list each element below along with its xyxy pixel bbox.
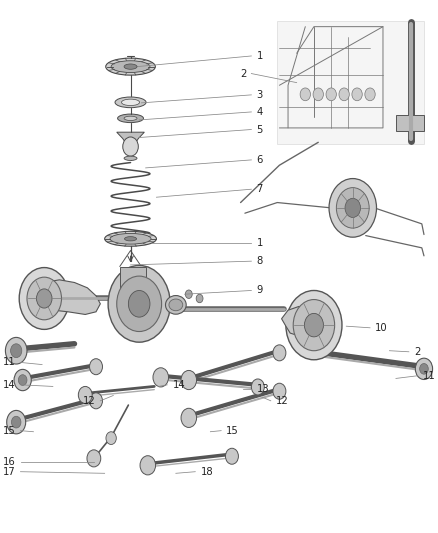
Text: 6: 6 bbox=[257, 155, 263, 165]
Text: 11: 11 bbox=[3, 358, 15, 367]
Polygon shape bbox=[282, 306, 314, 338]
Circle shape bbox=[140, 456, 155, 475]
Text: 3: 3 bbox=[257, 90, 263, 100]
Text: 1: 1 bbox=[257, 238, 263, 247]
Text: 7: 7 bbox=[257, 184, 263, 194]
Polygon shape bbox=[44, 280, 100, 314]
Ellipse shape bbox=[115, 97, 146, 108]
Text: 1: 1 bbox=[257, 51, 263, 61]
Circle shape bbox=[293, 300, 335, 351]
Circle shape bbox=[352, 88, 362, 101]
Circle shape bbox=[108, 265, 170, 342]
Circle shape bbox=[336, 188, 369, 228]
Circle shape bbox=[117, 276, 162, 332]
Circle shape bbox=[345, 198, 360, 217]
Circle shape bbox=[19, 268, 69, 329]
Text: 16: 16 bbox=[3, 457, 15, 467]
Circle shape bbox=[36, 289, 52, 308]
Polygon shape bbox=[396, 115, 424, 131]
Text: 15: 15 bbox=[226, 426, 239, 435]
Circle shape bbox=[27, 277, 61, 320]
Circle shape bbox=[196, 294, 203, 303]
Circle shape bbox=[11, 344, 22, 358]
Circle shape bbox=[106, 432, 117, 445]
Circle shape bbox=[11, 416, 21, 428]
Circle shape bbox=[87, 450, 101, 467]
Ellipse shape bbox=[166, 295, 186, 314]
Text: 8: 8 bbox=[257, 256, 263, 266]
Text: 17: 17 bbox=[3, 467, 15, 477]
Circle shape bbox=[185, 290, 192, 298]
Circle shape bbox=[326, 88, 336, 101]
Circle shape bbox=[420, 364, 428, 374]
Circle shape bbox=[123, 137, 138, 156]
Ellipse shape bbox=[124, 64, 137, 69]
Circle shape bbox=[89, 359, 102, 375]
Polygon shape bbox=[117, 132, 145, 144]
Text: 18: 18 bbox=[201, 467, 213, 477]
Text: 11: 11 bbox=[423, 371, 435, 381]
Text: 9: 9 bbox=[257, 286, 263, 295]
Ellipse shape bbox=[124, 116, 137, 120]
Ellipse shape bbox=[106, 58, 155, 75]
Text: 10: 10 bbox=[375, 323, 388, 333]
Ellipse shape bbox=[111, 61, 150, 72]
Text: 14: 14 bbox=[173, 380, 185, 390]
Circle shape bbox=[5, 337, 27, 364]
Circle shape bbox=[181, 408, 197, 427]
Circle shape bbox=[226, 448, 238, 464]
Circle shape bbox=[14, 369, 31, 391]
Circle shape bbox=[128, 290, 150, 317]
Ellipse shape bbox=[121, 99, 140, 106]
Circle shape bbox=[273, 345, 286, 361]
Circle shape bbox=[300, 88, 311, 101]
Circle shape bbox=[7, 410, 26, 434]
Circle shape bbox=[286, 290, 342, 360]
Text: 14: 14 bbox=[3, 380, 15, 390]
Circle shape bbox=[313, 88, 323, 101]
Text: 12: 12 bbox=[82, 396, 95, 406]
Circle shape bbox=[18, 375, 27, 385]
Circle shape bbox=[78, 386, 92, 403]
Circle shape bbox=[251, 379, 264, 395]
Circle shape bbox=[153, 368, 169, 387]
Text: 5: 5 bbox=[257, 125, 263, 134]
Text: 12: 12 bbox=[276, 396, 289, 406]
Circle shape bbox=[181, 370, 197, 390]
Circle shape bbox=[415, 358, 433, 379]
Ellipse shape bbox=[117, 114, 144, 123]
Ellipse shape bbox=[110, 233, 151, 244]
Polygon shape bbox=[277, 21, 424, 144]
Text: 2: 2 bbox=[240, 69, 246, 78]
Circle shape bbox=[304, 313, 323, 337]
Ellipse shape bbox=[169, 299, 183, 311]
Text: 13: 13 bbox=[257, 384, 269, 394]
Text: 15: 15 bbox=[3, 426, 15, 435]
Text: 2: 2 bbox=[414, 347, 420, 357]
Circle shape bbox=[329, 179, 377, 237]
Circle shape bbox=[365, 88, 375, 101]
Ellipse shape bbox=[124, 237, 137, 241]
Ellipse shape bbox=[105, 231, 156, 246]
Circle shape bbox=[273, 383, 286, 399]
Ellipse shape bbox=[124, 156, 137, 160]
Text: 4: 4 bbox=[257, 107, 263, 117]
Circle shape bbox=[339, 88, 350, 101]
Polygon shape bbox=[120, 266, 146, 296]
Circle shape bbox=[89, 393, 102, 409]
